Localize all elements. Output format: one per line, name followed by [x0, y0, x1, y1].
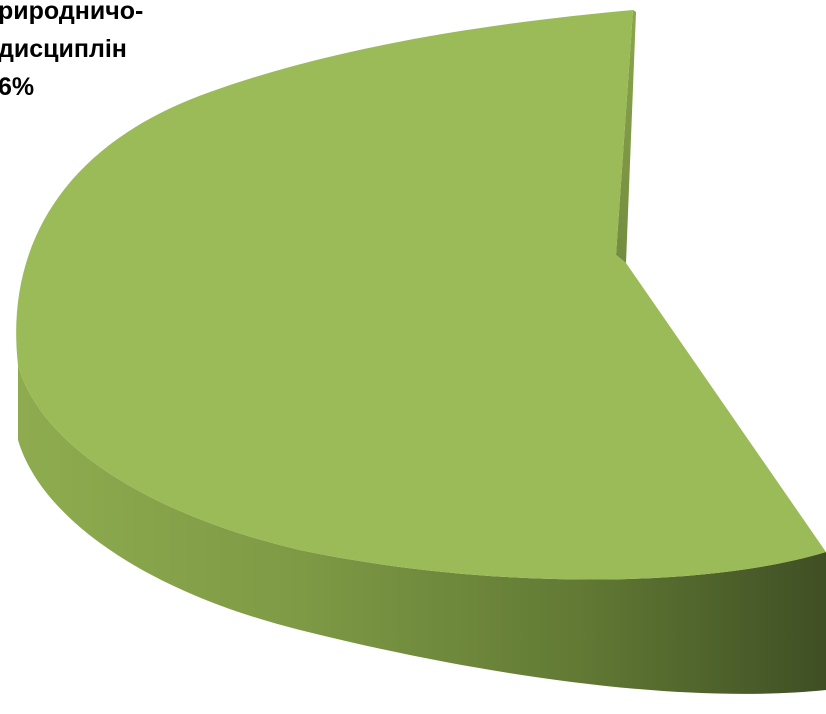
pie-slice-top [16, 10, 826, 580]
slice-label-line-2: дисциплін [0, 35, 127, 63]
slice-label-line-3: 6% [0, 73, 35, 101]
pie-slice-side [18, 365, 826, 694]
slice-data-label: риродничо- дисциплін 6% [0, 0, 198, 106]
pie-slice-inner-edge [616, 10, 636, 263]
slice-label-line-1: риродничо- [0, 0, 144, 25]
pie-slice-group [16, 10, 826, 694]
